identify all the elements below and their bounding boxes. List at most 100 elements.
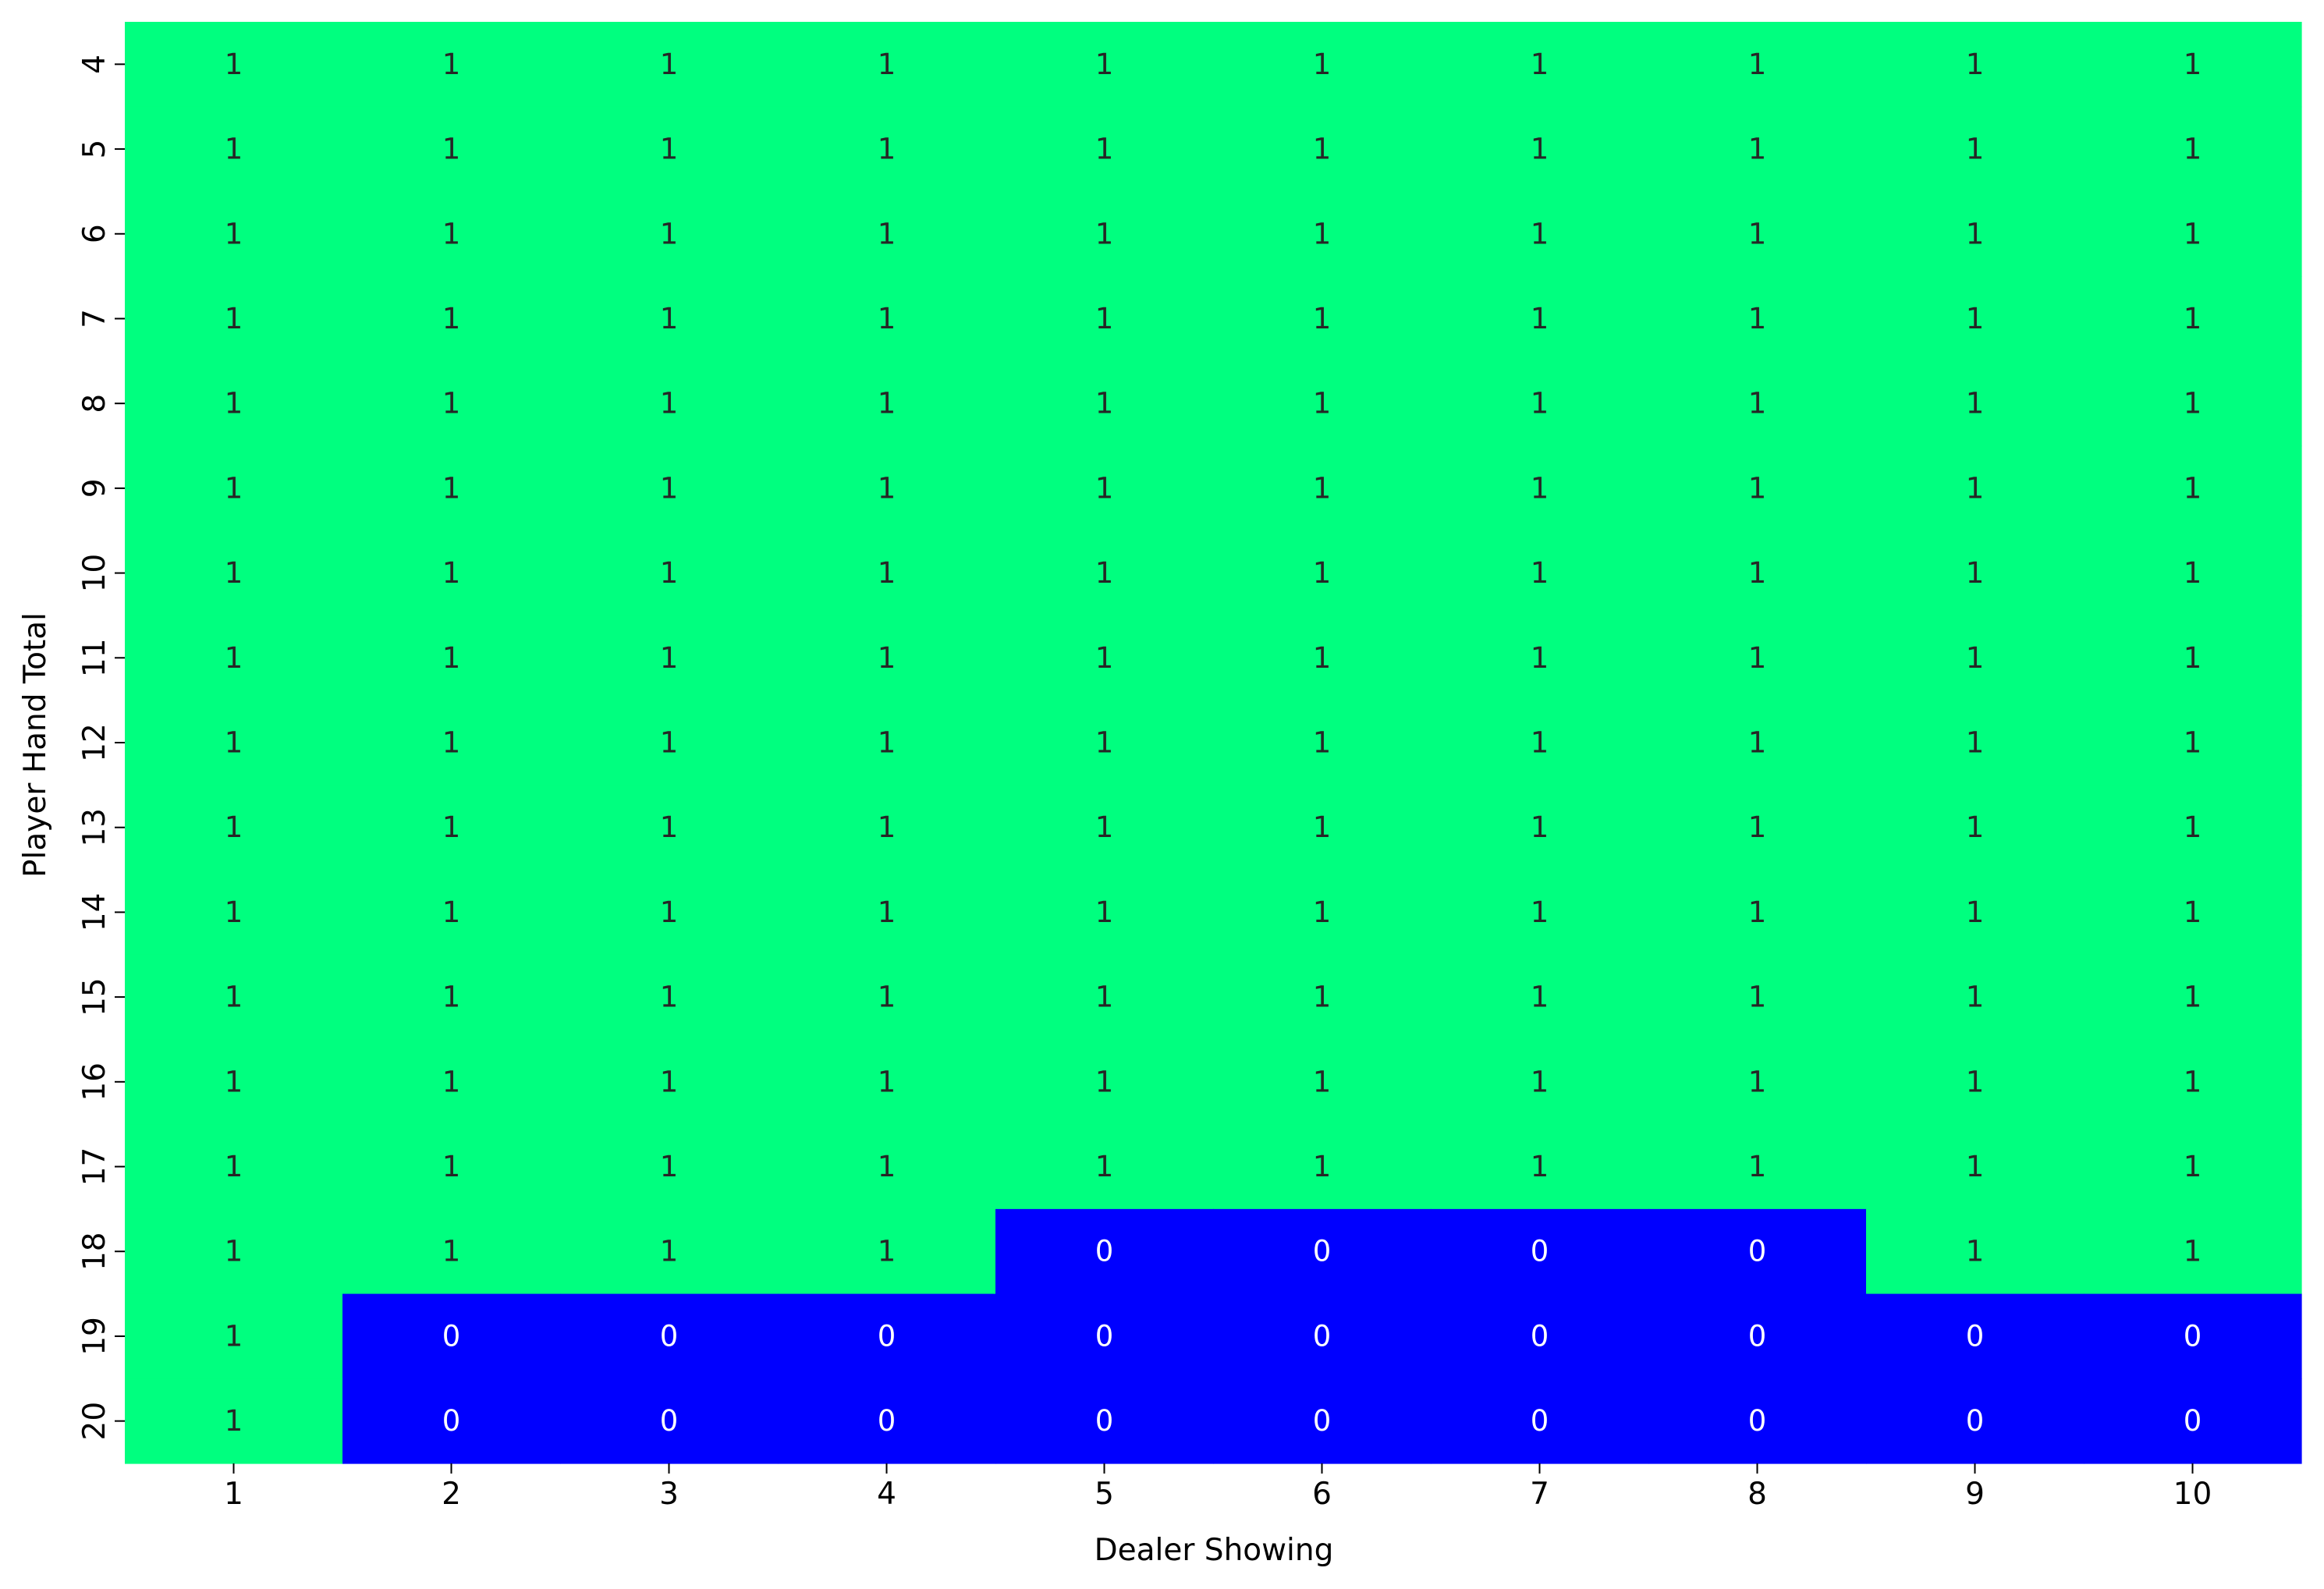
heatmap-cell bbox=[1431, 1293, 1649, 1379]
heatmap-cell bbox=[560, 276, 779, 362]
x-tick-label: 7 bbox=[1530, 1477, 1549, 1512]
cell-value-label: 0 bbox=[878, 1404, 896, 1438]
cell-value-label: 1 bbox=[1966, 217, 1985, 250]
heatmap-cell bbox=[1213, 870, 1432, 956]
cell-value-label: 1 bbox=[878, 810, 896, 844]
x-axis: 1 2 3 4 5 6 7 8 9 10 bbox=[224, 1463, 2212, 1512]
cell-value-label: 1 bbox=[1095, 1065, 1114, 1098]
cell-value-label: 1 bbox=[1966, 1065, 1985, 1098]
cell-value-label: 1 bbox=[1313, 387, 1332, 420]
heatmap-cell bbox=[2084, 1208, 2302, 1295]
cell-value-label: 1 bbox=[225, 641, 243, 675]
cell-value-label: 1 bbox=[660, 1235, 679, 1268]
heatmap-cell bbox=[560, 191, 779, 277]
heatmap-cell bbox=[125, 1124, 343, 1210]
cell-value-label: 1 bbox=[660, 471, 679, 505]
cell-value-label: 1 bbox=[1095, 896, 1114, 929]
cell-value-label: 1 bbox=[878, 556, 896, 590]
heatmap-cell bbox=[560, 445, 779, 531]
cell-value-label: 1 bbox=[1748, 217, 1767, 250]
heatmap-cell bbox=[995, 191, 1214, 277]
y-tick-label: 9 bbox=[77, 478, 112, 498]
heatmap-cell bbox=[1213, 1124, 1432, 1210]
cell-value-label: 1 bbox=[660, 810, 679, 844]
cell-value-label: 1 bbox=[660, 48, 679, 81]
heatmap-cell bbox=[1866, 1293, 2085, 1379]
x-tick-label: 2 bbox=[442, 1477, 461, 1512]
heatmap-cell bbox=[2084, 276, 2302, 362]
cell-value-label: 1 bbox=[2184, 810, 2202, 844]
heatmap-cell bbox=[1431, 360, 1649, 447]
heatmap-cell bbox=[778, 191, 996, 277]
cell-value-label: 1 bbox=[2184, 1065, 2202, 1098]
heatmap-cell bbox=[1213, 191, 1432, 277]
heatmap-cell bbox=[1648, 1378, 1867, 1464]
heatmap-cell bbox=[1648, 1039, 1867, 1125]
cell-value-label: 0 bbox=[1748, 1235, 1767, 1268]
heatmap-cell bbox=[995, 1039, 1214, 1125]
cell-value-label: 1 bbox=[1531, 1065, 1549, 1098]
heatmap-cell bbox=[995, 870, 1214, 956]
heatmap-cell bbox=[1866, 22, 2085, 108]
heatmap-cell bbox=[995, 106, 1214, 193]
heatmap-cell bbox=[1431, 22, 1649, 108]
cell-value-label: 1 bbox=[442, 556, 461, 590]
y-axis: 4 5 6 7 8 9 10 11 12 13 14 15 16 17 18 19 20 bbox=[77, 55, 125, 1440]
heatmap-cell bbox=[778, 276, 996, 362]
heatmap-cell bbox=[342, 1293, 561, 1379]
cell-value-label: 1 bbox=[225, 387, 243, 420]
heatmap-cell bbox=[778, 700, 996, 786]
heatmap-cell bbox=[1431, 191, 1649, 277]
heatmap-cell bbox=[778, 106, 996, 193]
heatmap-cell bbox=[1431, 615, 1649, 701]
cell-value-label: 1 bbox=[442, 471, 461, 505]
y-tick-label: 7 bbox=[77, 309, 112, 328]
cell-value-label: 1 bbox=[1966, 981, 1985, 1014]
heatmap-cell bbox=[1213, 445, 1432, 531]
heatmap-cell bbox=[778, 785, 996, 871]
cell-value-label: 0 bbox=[1095, 1235, 1114, 1268]
cell-value-label: 1 bbox=[1095, 726, 1114, 760]
y-tick-label: 11 bbox=[77, 638, 112, 677]
heatmap-cell bbox=[125, 1293, 343, 1379]
heatmap-cell bbox=[995, 615, 1214, 701]
y-tick-label: 13 bbox=[77, 808, 112, 847]
cell-value-label: 1 bbox=[225, 726, 243, 760]
cell-value-label: 1 bbox=[2184, 981, 2202, 1014]
y-tick-label: 16 bbox=[77, 1062, 112, 1101]
heatmap-cell bbox=[560, 870, 779, 956]
cell-value-label: 0 bbox=[1748, 1404, 1767, 1438]
cell-value-label: 1 bbox=[442, 726, 461, 760]
cell-value-label: 1 bbox=[1095, 217, 1114, 250]
cell-value-label: 1 bbox=[2184, 217, 2202, 250]
heatmap-cell bbox=[342, 785, 561, 871]
heatmap-cell bbox=[2084, 106, 2302, 193]
cell-value-label: 1 bbox=[1966, 641, 1985, 675]
cell-value-label: 0 bbox=[660, 1319, 679, 1353]
heatmap-cell bbox=[1648, 870, 1867, 956]
heatmap-cell bbox=[995, 1293, 1214, 1379]
y-axis-label: Player Hand Total bbox=[18, 612, 53, 878]
cell-value-label: 1 bbox=[878, 133, 896, 166]
cell-value-label: 1 bbox=[878, 302, 896, 335]
cell-value-label: 1 bbox=[878, 641, 896, 675]
heatmap-cells bbox=[125, 22, 2302, 1464]
heatmap-cell bbox=[778, 1124, 996, 1210]
cell-value-label: 1 bbox=[1748, 302, 1767, 335]
cell-value-label: 1 bbox=[878, 896, 896, 929]
cell-value-label: 1 bbox=[1531, 471, 1549, 505]
cell-value-label: 0 bbox=[1313, 1235, 1332, 1268]
heatmap-cell bbox=[1648, 954, 1867, 1041]
cell-value-label: 1 bbox=[878, 387, 896, 420]
cell-value-label: 1 bbox=[1313, 48, 1332, 81]
cell-value-label: 1 bbox=[1313, 302, 1332, 335]
heatmap-cell bbox=[342, 191, 561, 277]
heatmap-cell bbox=[1213, 1378, 1432, 1464]
cell-value-label: 1 bbox=[1531, 302, 1549, 335]
heatmap-cell bbox=[125, 191, 343, 277]
cell-value-label: 1 bbox=[2184, 896, 2202, 929]
cell-value-label: 1 bbox=[2184, 556, 2202, 590]
cell-value-label: 1 bbox=[878, 217, 896, 250]
heatmap-cell bbox=[125, 22, 343, 108]
cell-value-label: 1 bbox=[442, 1150, 461, 1183]
